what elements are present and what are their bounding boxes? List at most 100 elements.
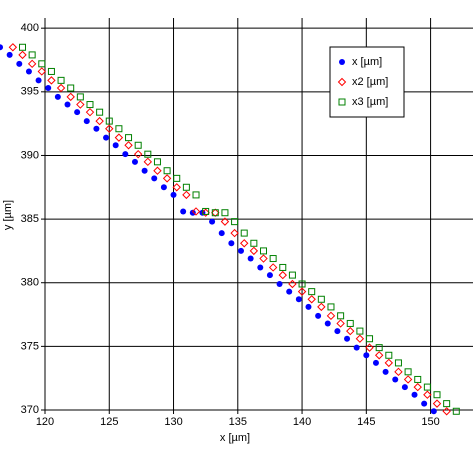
point xyxy=(180,208,187,215)
x-tick-label: 135 xyxy=(229,416,247,428)
y-tick-label: 390 xyxy=(21,149,39,161)
point xyxy=(355,334,365,343)
point xyxy=(115,125,123,133)
point xyxy=(38,60,46,68)
x-tick-label: 145 xyxy=(357,416,375,428)
point xyxy=(385,351,393,359)
point xyxy=(162,174,172,183)
point xyxy=(366,335,374,343)
point xyxy=(0,44,4,51)
point xyxy=(326,311,336,321)
point xyxy=(307,295,316,304)
point xyxy=(83,118,90,125)
point xyxy=(8,43,18,52)
point xyxy=(404,368,412,376)
point xyxy=(443,400,451,408)
point xyxy=(45,85,52,91)
point xyxy=(103,134,110,141)
x-tick-label: 150 xyxy=(421,416,439,428)
point xyxy=(308,288,316,296)
point xyxy=(27,59,37,69)
point xyxy=(96,108,104,116)
point xyxy=(151,175,158,182)
x-tick-label: 130 xyxy=(164,416,182,428)
point xyxy=(288,271,296,279)
point xyxy=(298,280,306,288)
point xyxy=(392,376,399,383)
point xyxy=(247,255,254,262)
point xyxy=(288,279,297,289)
point xyxy=(411,391,418,398)
point xyxy=(423,390,432,399)
point xyxy=(375,344,383,352)
point xyxy=(182,190,191,200)
point xyxy=(230,228,239,238)
point xyxy=(278,270,287,280)
x-tick-label: 140 xyxy=(293,416,311,428)
point xyxy=(66,92,75,102)
y-tick-label: 370 xyxy=(21,404,39,416)
point xyxy=(191,207,201,216)
point xyxy=(141,167,148,174)
point xyxy=(240,239,249,248)
point xyxy=(76,100,85,109)
point xyxy=(268,263,278,272)
point xyxy=(324,320,331,327)
point xyxy=(192,191,200,199)
point xyxy=(6,51,13,58)
point xyxy=(16,60,23,67)
point xyxy=(442,407,451,416)
point xyxy=(266,272,273,279)
point xyxy=(317,295,325,303)
point xyxy=(295,296,302,303)
point xyxy=(57,76,65,84)
legend-label: x3 [µm] xyxy=(352,96,388,108)
y-tick-label: 375 xyxy=(21,340,39,352)
x-tick-label: 120 xyxy=(36,416,54,428)
point xyxy=(35,77,42,84)
point xyxy=(160,184,167,191)
point xyxy=(259,247,267,255)
point xyxy=(189,209,196,216)
point xyxy=(221,209,229,217)
point xyxy=(19,43,27,51)
y-tick-label: 395 xyxy=(21,86,39,98)
point xyxy=(95,116,104,126)
point xyxy=(394,359,402,367)
point xyxy=(279,263,287,271)
point xyxy=(276,281,283,287)
point xyxy=(105,124,114,133)
point xyxy=(122,151,129,158)
point xyxy=(363,352,370,359)
point xyxy=(170,191,177,198)
point xyxy=(131,158,138,165)
point xyxy=(209,218,216,225)
point xyxy=(452,407,460,415)
point xyxy=(372,359,379,366)
point xyxy=(211,209,219,217)
point xyxy=(37,67,46,76)
point xyxy=(394,367,403,377)
point xyxy=(173,174,181,182)
point xyxy=(93,125,100,132)
point xyxy=(202,207,210,215)
point xyxy=(384,358,394,368)
point xyxy=(250,239,258,247)
point xyxy=(353,344,360,351)
point xyxy=(105,117,113,125)
y-tick-label: 400 xyxy=(21,22,39,34)
point xyxy=(421,400,428,407)
legend-marker xyxy=(339,59,345,65)
y-axis-label: y [µm] xyxy=(2,200,14,230)
point xyxy=(201,208,210,217)
point xyxy=(344,335,351,342)
legend-marker xyxy=(338,98,346,106)
point xyxy=(182,183,190,191)
point xyxy=(74,109,81,116)
point xyxy=(401,384,408,391)
point xyxy=(18,50,27,60)
point xyxy=(334,328,341,335)
point xyxy=(25,68,32,75)
point xyxy=(153,166,162,175)
point xyxy=(240,229,248,237)
